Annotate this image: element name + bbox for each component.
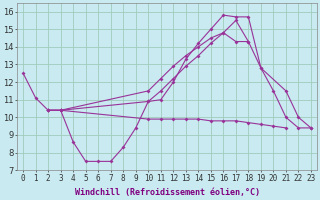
X-axis label: Windchill (Refroidissement éolien,°C): Windchill (Refroidissement éolien,°C)	[75, 188, 260, 197]
